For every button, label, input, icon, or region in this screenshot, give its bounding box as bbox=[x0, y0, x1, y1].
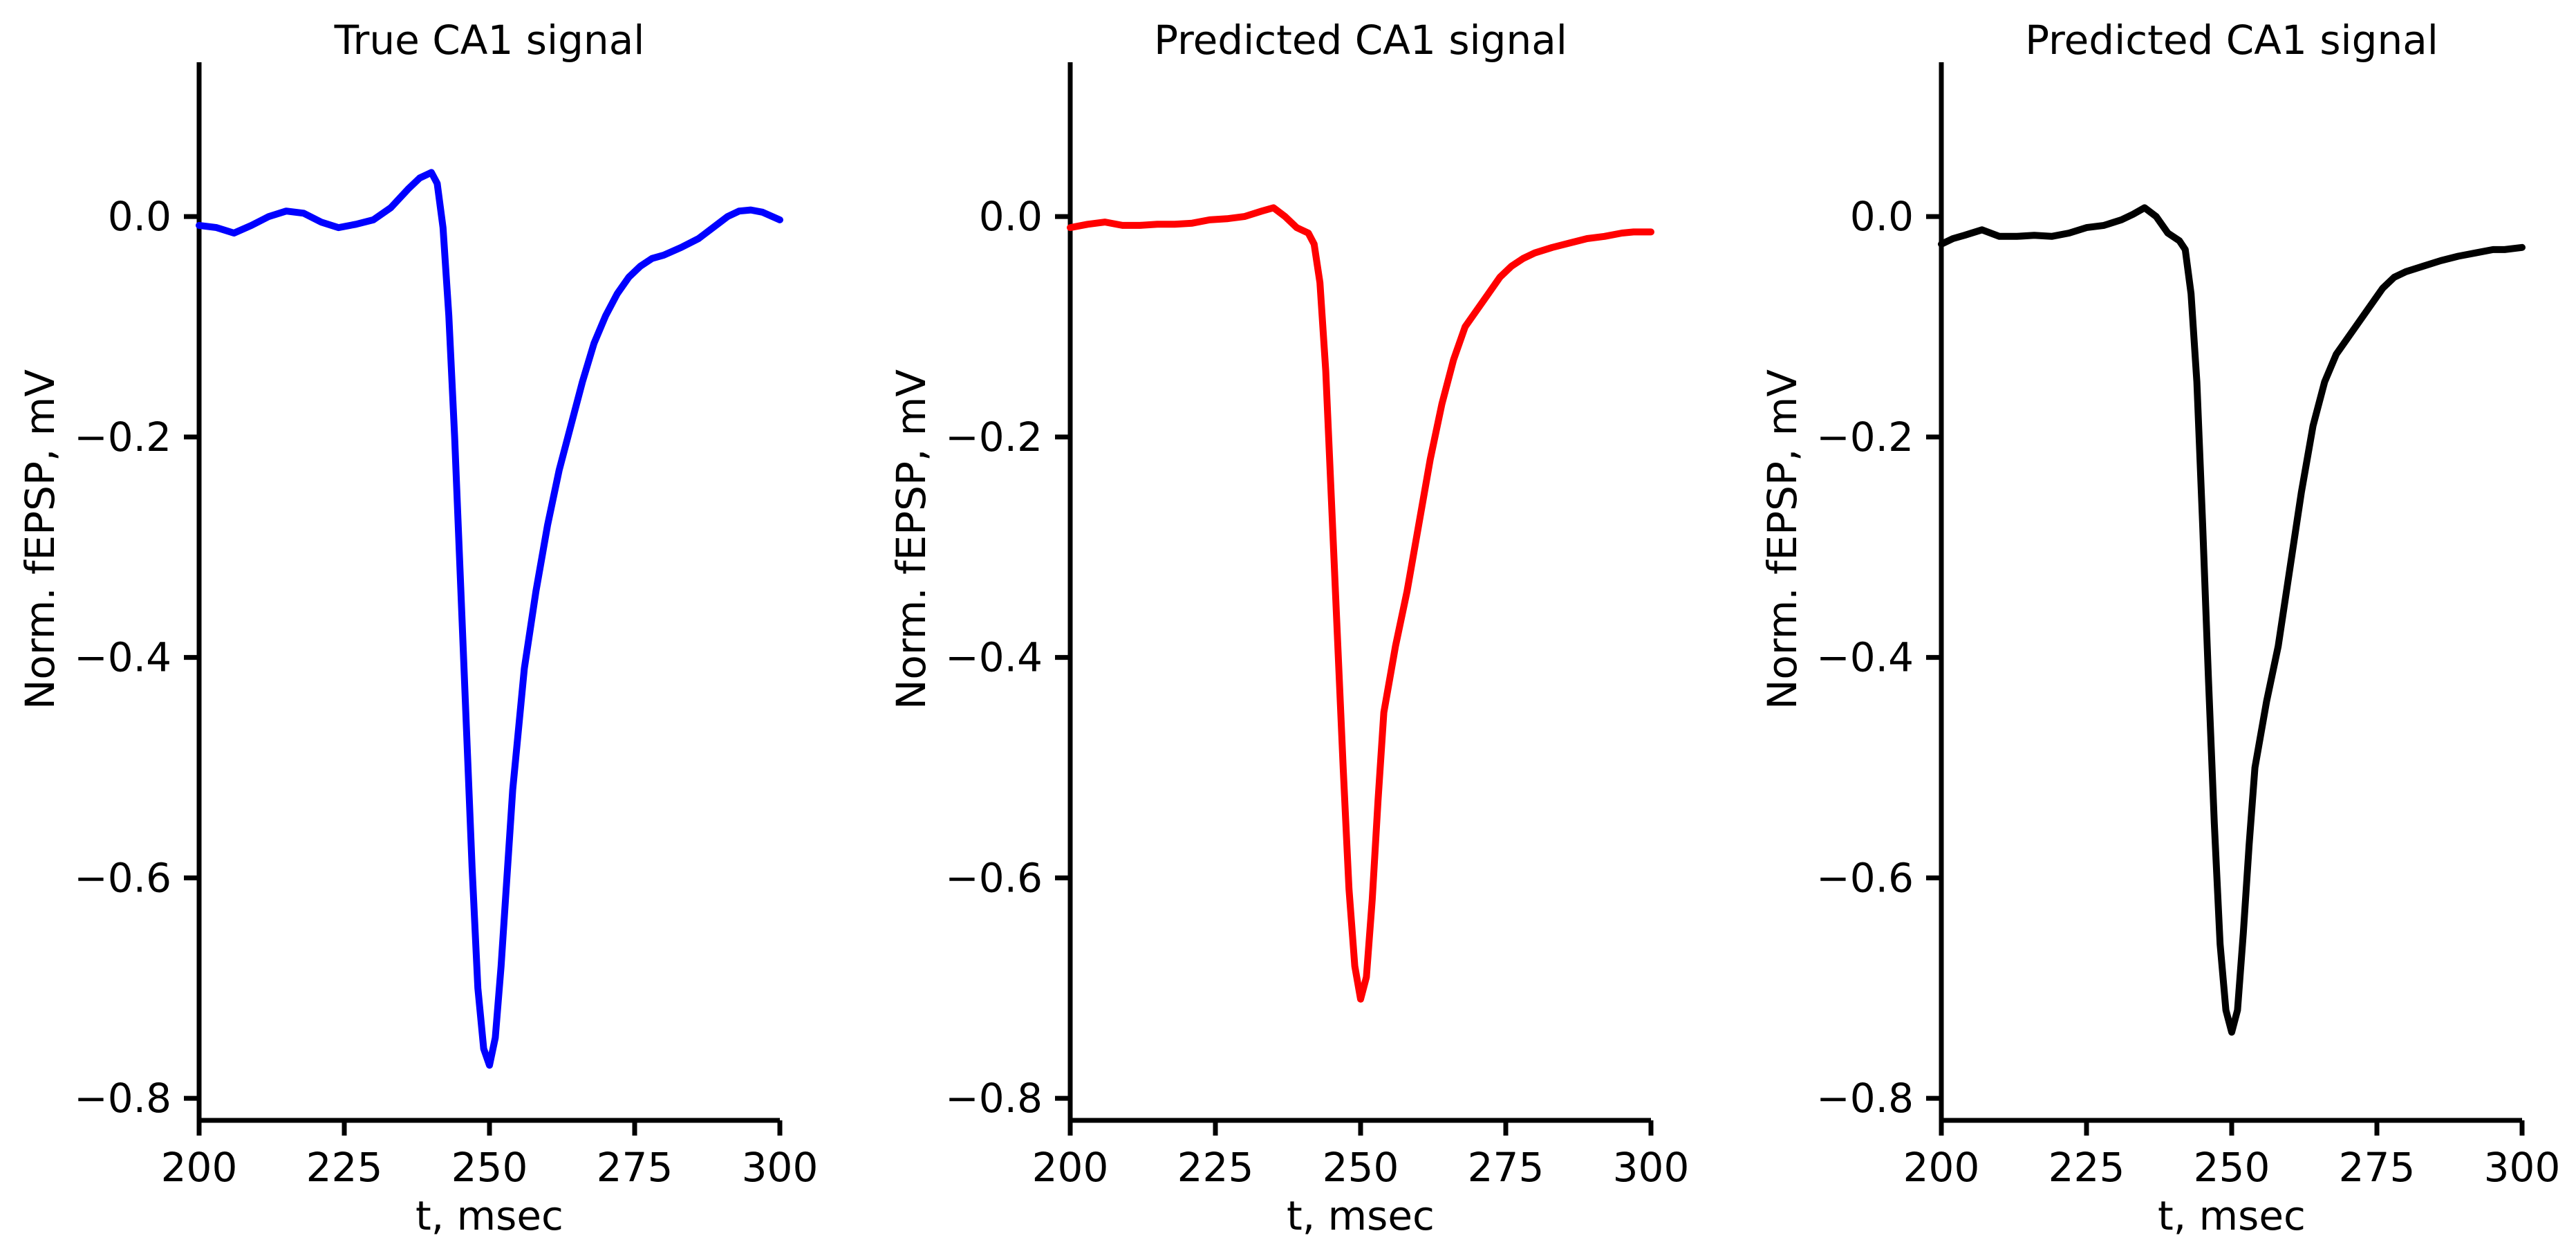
series-line bbox=[196, 169, 783, 1069]
y-axis-label: Norm. fEPSP, mV bbox=[1759, 369, 1806, 710]
y-axis-ticks: 0.0 −0.2 −0.4 −0.6 −0.8 bbox=[1816, 193, 1914, 1122]
panel-predicted-signal-1: Predicted CA1 signal Norm. fEPSP, mV t, … bbox=[888, 17, 1689, 1239]
x-tick-label: 200 bbox=[161, 1144, 238, 1191]
y-tick-label: −0.8 bbox=[945, 1075, 1043, 1122]
y-tick-label: −0.8 bbox=[74, 1075, 171, 1122]
x-tick-label: 300 bbox=[742, 1144, 819, 1191]
panel-true-signal: True CA1 signal Norm. fEPSP, mV t, msec … bbox=[17, 17, 818, 1239]
x-tick-label: 275 bbox=[597, 1144, 673, 1191]
y-tick-label: −0.4 bbox=[945, 634, 1043, 681]
y-tick-label: −0.4 bbox=[1816, 634, 1914, 681]
y-axis-ticks: 0.0 −0.2 −0.4 −0.6 −0.8 bbox=[945, 193, 1043, 1122]
y-tick-label: −0.4 bbox=[74, 634, 171, 681]
x-axis-ticks: 200 225 250 275 300 bbox=[1032, 1144, 1690, 1191]
x-axis-ticks: 200 225 250 275 300 bbox=[1903, 1144, 2561, 1191]
x-tick-label: 250 bbox=[2194, 1144, 2270, 1191]
y-tick-label: −0.6 bbox=[74, 854, 171, 901]
x-axis-label: t, msec bbox=[416, 1192, 563, 1239]
x-tick-label: 300 bbox=[2484, 1144, 2561, 1191]
x-axis-ticks: 200 225 250 275 300 bbox=[161, 1144, 819, 1191]
y-tick-label: 0.0 bbox=[108, 193, 171, 240]
x-tick-label: 225 bbox=[1177, 1144, 1254, 1191]
x-axis-label: t, msec bbox=[2158, 1192, 2306, 1239]
y-axis-ticks: 0.0 −0.2 −0.4 −0.6 −0.8 bbox=[74, 193, 171, 1122]
x-tick-label: 225 bbox=[2048, 1144, 2125, 1191]
y-tick-label: −0.8 bbox=[1816, 1075, 1914, 1122]
y-axis-label: Norm. fEPSP, mV bbox=[888, 369, 935, 710]
y-tick-label: −0.6 bbox=[945, 854, 1043, 901]
x-tick-label: 200 bbox=[1032, 1144, 1109, 1191]
y-tick-label: 0.0 bbox=[979, 193, 1043, 240]
panel-title: True CA1 signal bbox=[334, 17, 645, 64]
panel-title: Predicted CA1 signal bbox=[1154, 17, 1567, 64]
y-tick-label: −0.2 bbox=[1816, 414, 1914, 461]
x-tick-label: 275 bbox=[1468, 1144, 1544, 1191]
panel-predicted-signal-2: Predicted CA1 signal Norm. fEPSP, mV t, … bbox=[1759, 17, 2560, 1239]
y-tick-label: −0.2 bbox=[945, 414, 1043, 461]
x-tick-label: 250 bbox=[451, 1144, 528, 1191]
x-tick-label: 250 bbox=[1323, 1144, 1399, 1191]
x-axis-label: t, msec bbox=[1287, 1192, 1435, 1239]
panel-title: Predicted CA1 signal bbox=[2025, 17, 2438, 64]
y-tick-label: 0.0 bbox=[1850, 193, 1914, 240]
y-tick-label: −0.6 bbox=[1816, 854, 1914, 901]
y-axis-label: Norm. fEPSP, mV bbox=[17, 369, 64, 710]
series-line bbox=[1938, 204, 2526, 1036]
y-tick-label: −0.2 bbox=[74, 414, 171, 461]
series-line bbox=[1067, 204, 1654, 1003]
x-tick-label: 300 bbox=[1613, 1144, 1690, 1191]
x-tick-label: 200 bbox=[1903, 1144, 1980, 1191]
x-tick-label: 275 bbox=[2339, 1144, 2416, 1191]
x-tick-label: 225 bbox=[306, 1144, 383, 1191]
